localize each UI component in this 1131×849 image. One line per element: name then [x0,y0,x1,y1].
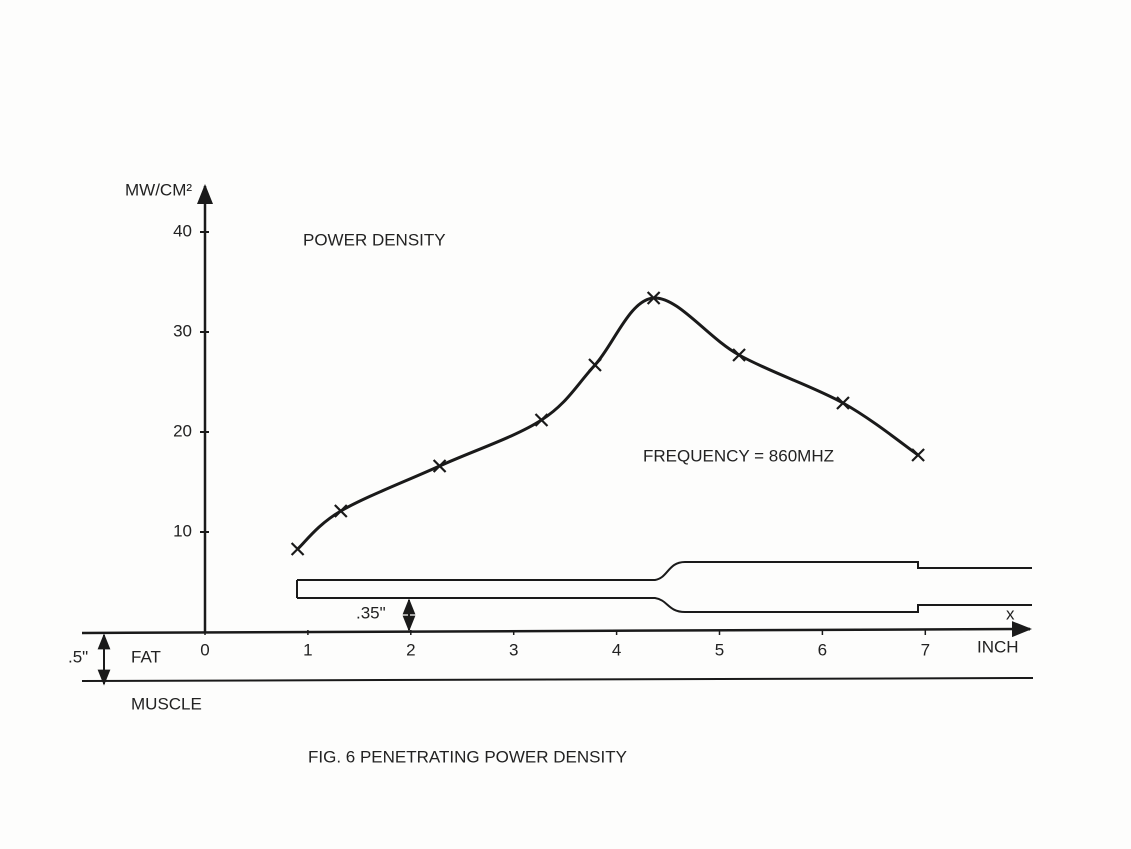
data-point [732,348,746,362]
x-axis-label: INCH [977,637,1019,656]
data-point [534,413,549,427]
x-tick-label: 5 [715,640,724,659]
y-axis-label: MW/CM² [125,180,192,199]
data-point [432,459,447,473]
gap-label: .35" [356,603,386,622]
fat-thickness-label: .5" [68,647,88,666]
x-axis [81,621,1032,638]
caption: FIG. 6 PENETRATING POWER DENSITY [308,747,627,766]
data-line [296,296,919,551]
data-point [646,291,661,305]
antenna-top [297,561,1032,581]
x-tick-label: 7 [921,640,930,659]
x-tick-label: 3 [509,640,518,659]
data-point [836,396,850,410]
x-symbol: x [1006,604,1015,623]
data-point [911,448,925,462]
x-tick-label: 2 [406,640,415,659]
fat-label: FAT [131,647,161,666]
antenna-bottom [297,597,1032,613]
muscle-boundary [81,677,1034,682]
data-point [588,358,602,372]
muscle-label: MUSCLE [131,694,202,713]
x-tick-label: 1 [303,640,312,659]
y-tick-label: 40 [173,221,192,240]
data-point [290,542,305,556]
y-tick-label: 30 [173,321,192,340]
x-tick-label: 4 [612,640,621,659]
y-tick-label: 10 [173,521,192,540]
annotation: FREQUENCY = 860MHZ [643,446,834,465]
x-tick-label: 0 [200,640,209,659]
data-point [334,504,348,518]
chart-title: POWER DENSITY [303,230,446,249]
y-tick-label: 20 [173,421,192,440]
x-tick-label: 6 [818,640,827,659]
